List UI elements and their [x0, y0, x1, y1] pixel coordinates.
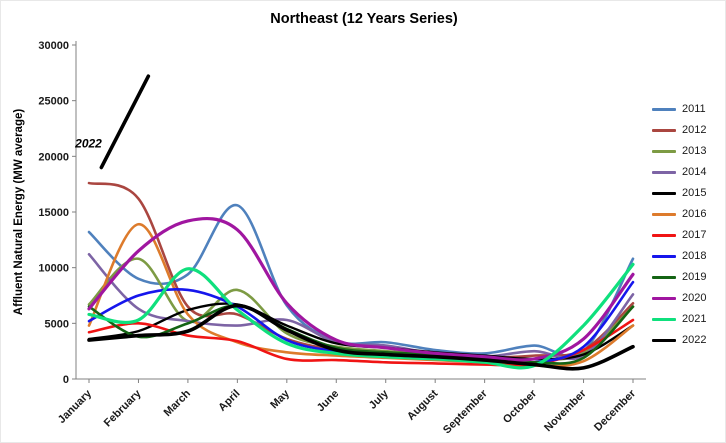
legend-swatch-2012 — [652, 129, 676, 132]
x-tick-label: March — [162, 387, 194, 419]
legend-item-2014: 2014 — [652, 166, 720, 179]
legend-swatch-2015 — [652, 192, 676, 195]
legend-label-2011: 2011 — [682, 103, 706, 115]
legend-item-2013: 2013 — [652, 145, 720, 158]
legend-label-2017: 2017 — [682, 229, 707, 241]
legend-swatch-2016 — [652, 213, 676, 216]
legend-item-2021: 2021 — [652, 313, 720, 326]
legend-label-2015: 2015 — [682, 187, 707, 199]
legend-swatch-2013 — [652, 150, 676, 153]
x-tick-label: May — [268, 387, 292, 411]
series-line-2022 — [87, 303, 635, 371]
legend-swatch-2017 — [652, 234, 676, 237]
legend-swatch-2014 — [652, 171, 676, 174]
x-tick-label: August — [405, 387, 441, 423]
legend-swatch-2022 — [652, 338, 676, 343]
x-tick-label: February — [102, 387, 144, 429]
legend-label-2014: 2014 — [682, 166, 707, 178]
legend-item-2020: 2020 — [652, 292, 720, 305]
legend-label-2022: 2022 — [682, 334, 707, 346]
legend-label-2019: 2019 — [682, 271, 707, 283]
annotation-label-2022: 2022 — [74, 136, 102, 150]
x-tick-label: January — [56, 387, 95, 426]
series-line-2021 — [87, 262, 635, 370]
legend-label-2020: 2020 — [682, 292, 707, 304]
x-tick-label: June — [315, 388, 342, 415]
legend-item-2019: 2019 — [652, 271, 720, 284]
legend-item-2016: 2016 — [652, 208, 720, 221]
annotation-line-2022 — [99, 74, 151, 170]
legend: 2011 2012 2013 2014 2015 2016 2017 2018 2019 2020… — [652, 103, 720, 347]
legend-label-2016: 2016 — [682, 208, 707, 220]
y-tick-label: 30000 — [38, 40, 69, 52]
y-tick-label: 5000 — [45, 318, 69, 330]
legend-item-2018: 2018 — [652, 250, 720, 263]
legend-item-2022: 2022 — [652, 334, 720, 347]
legend-item-2012: 2012 — [652, 124, 720, 137]
x-tick-label: December — [592, 387, 639, 434]
y-tick-label: 10000 — [38, 263, 69, 275]
x-tick-label: September — [441, 387, 490, 436]
legend-swatch-2011 — [652, 108, 676, 111]
chart-title: Northeast (12 Years Series) — [270, 11, 458, 27]
legend-label-2012: 2012 — [682, 124, 707, 136]
y-tick-label: 20000 — [38, 151, 69, 163]
legend-swatch-2021 — [652, 317, 676, 322]
legend-label-2021: 2021 — [682, 313, 707, 325]
legend-label-2018: 2018 — [682, 250, 707, 262]
y-tick-label: 25000 — [38, 96, 69, 108]
x-tick-label: October — [501, 387, 540, 426]
x-tick-label: July — [367, 387, 392, 412]
legend-item-2017: 2017 — [652, 229, 720, 242]
legend-item-2011: 2011 — [652, 103, 720, 116]
legend-label-2013: 2013 — [682, 145, 707, 157]
legend-swatch-2018 — [652, 255, 676, 258]
y-tick-label: 0 — [63, 374, 69, 386]
legend-swatch-2020 — [652, 296, 676, 301]
y-tick-label: 15000 — [38, 207, 69, 219]
legend-swatch-2019 — [652, 276, 676, 279]
series-line-2020 — [87, 216, 635, 362]
x-tick-label: November — [542, 387, 589, 434]
x-tick-label: April — [216, 388, 242, 414]
legend-item-2015: 2015 — [652, 187, 720, 200]
